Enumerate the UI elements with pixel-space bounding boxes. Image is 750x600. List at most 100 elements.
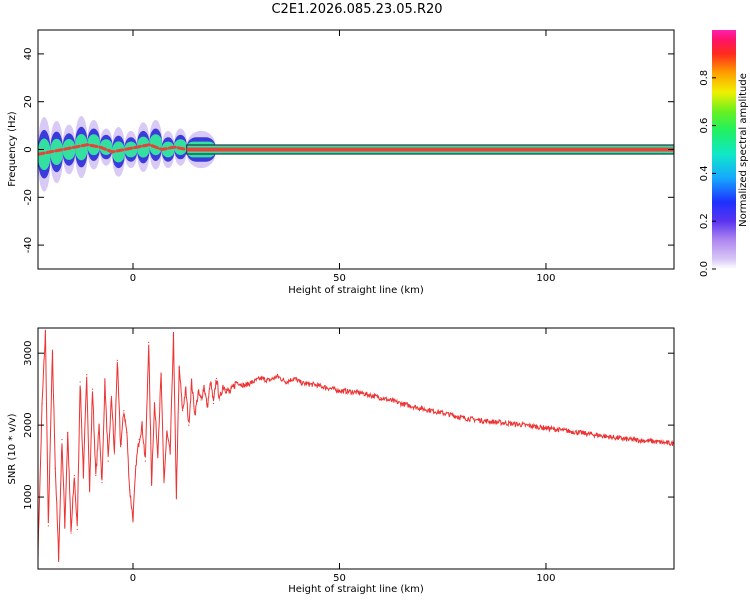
- colorbar-tick-label: 0.6: [699, 118, 710, 134]
- snr-point: [132, 518, 134, 520]
- snr-ytick-label: 2000: [23, 412, 34, 437]
- snr-point: [116, 359, 118, 361]
- snr-panel: 0 50 100 1000 2000 3000 Height of straight li…: [7, 327, 675, 595]
- colorbar-tick-label: 0.2: [699, 213, 710, 229]
- spectrogram-mid-cell: [149, 134, 162, 156]
- snr-point: [73, 474, 75, 477]
- colorbar-tick-label: 0.4: [699, 165, 710, 181]
- snr-series-line: [38, 329, 674, 563]
- snr-point: [219, 399, 221, 401]
- snr-point: [293, 377, 295, 379]
- snr-point: [185, 388, 187, 390]
- snr-point: [113, 453, 116, 455]
- snr-point: [210, 381, 212, 383]
- snr-point: [148, 341, 150, 343]
- snr-point: [326, 387, 328, 389]
- chart-title: C2E1.2026.085.23.05.R20: [271, 2, 443, 17]
- snr-ytick-label: 3000: [23, 340, 34, 365]
- snr-point: [206, 406, 208, 408]
- snr-point: [98, 424, 100, 426]
- snr-point: [483, 420, 485, 422]
- snr-point: [175, 496, 177, 498]
- colorbar-gradient: [712, 30, 736, 269]
- snr-point: [166, 431, 168, 433]
- spectrogram-xtick-label: 0: [130, 273, 136, 284]
- snr-point: [524, 424, 526, 426]
- snr-point: [76, 528, 78, 531]
- snr-point: [110, 395, 113, 397]
- snr-point: [648, 440, 650, 442]
- snr-point: [586, 433, 588, 435]
- spectrogram-ytick-label: -20: [23, 189, 34, 205]
- snr-point: [212, 402, 215, 405]
- snr-point: [141, 424, 143, 426]
- colorbar: 0.0 0.2 0.4 0.6 0.8 Normalized spectral ampl…: [699, 30, 749, 277]
- snr-point: [51, 352, 54, 354]
- spectrogram-mid-cell: [75, 133, 88, 161]
- snr-point: [285, 381, 287, 383]
- snr-point: [169, 453, 171, 455]
- snr-xtick-label: 0: [130, 573, 136, 584]
- snr-point: [545, 427, 547, 429]
- spectrogram-mid-cell: [161, 141, 175, 158]
- snr-point: [178, 366, 180, 369]
- snr-point: [235, 381, 237, 383]
- snr-point: [181, 410, 184, 412]
- snr-point: [153, 402, 156, 405]
- snr-point: [138, 438, 140, 441]
- snr-point: [86, 374, 88, 376]
- snr-point: [252, 381, 254, 383]
- snr-point: [61, 438, 63, 441]
- snr-plot-area: [38, 329, 674, 563]
- snr-point: [119, 446, 122, 448]
- snr-point: [70, 532, 72, 534]
- snr-point: [44, 330, 47, 333]
- snr-xlabel: Height of straight line (km): [288, 584, 424, 595]
- snr-point: [215, 377, 218, 379]
- snr-point: [64, 525, 66, 527]
- snr-point: [203, 384, 205, 387]
- snr-point: [222, 384, 224, 387]
- snr-point: [380, 397, 382, 399]
- snr-ylabel: SNR (10 * v/v): [7, 413, 18, 484]
- snr-point: [301, 382, 303, 384]
- snr-point: [91, 388, 94, 390]
- colorbar-tick-label: 0.0: [699, 261, 710, 277]
- snr-point: [276, 375, 279, 377]
- snr-point: [101, 482, 103, 484]
- snr-point: [338, 389, 341, 392]
- snr-point: [126, 431, 128, 433]
- spectrogram-ridge-line: [38, 143, 189, 156]
- spectrogram-ylabel: Frequency (Hz): [7, 111, 18, 187]
- snr-ticks: 0 50 100 1000 2000 3000: [23, 328, 674, 584]
- snr-point: [79, 381, 81, 383]
- snr-point: [421, 407, 423, 410]
- snr-point: [566, 430, 568, 432]
- snr-point: [229, 392, 231, 394]
- snr-point: [172, 334, 175, 336]
- snr-point: [191, 381, 193, 383]
- snr-point: [129, 489, 131, 491]
- snr-point: [197, 392, 199, 394]
- spectrogram-xtick-label: 50: [333, 273, 346, 284]
- colorbar-label: Normalized spectral amplitude: [738, 73, 749, 227]
- spectrogram-ytick-label: -40: [23, 237, 34, 253]
- colorbar-tick-label: 0.8: [699, 70, 710, 86]
- snr-point: [135, 460, 137, 462]
- snr-point: [627, 438, 630, 441]
- snr-point: [157, 453, 159, 455]
- snr-point: [607, 436, 609, 438]
- snr-point: [82, 474, 85, 477]
- snr-point: [123, 410, 125, 412]
- snr-point: [268, 379, 270, 382]
- snr-point: [160, 374, 162, 376]
- snr-point: [200, 399, 202, 401]
- spectrogram-panel: 0 50 100 40 20 0 -20 -40 Height of straight lin…: [7, 29, 675, 296]
- snr-point: [144, 460, 146, 462]
- colorbar-ticks: 0.0 0.2 0.4 0.6 0.8: [699, 70, 716, 277]
- snr-point: [400, 402, 403, 405]
- spectrogram-steady-core: [186, 147, 674, 152]
- snr-point: [150, 482, 153, 484]
- snr-point: [67, 431, 69, 433]
- snr-point: [462, 417, 464, 419]
